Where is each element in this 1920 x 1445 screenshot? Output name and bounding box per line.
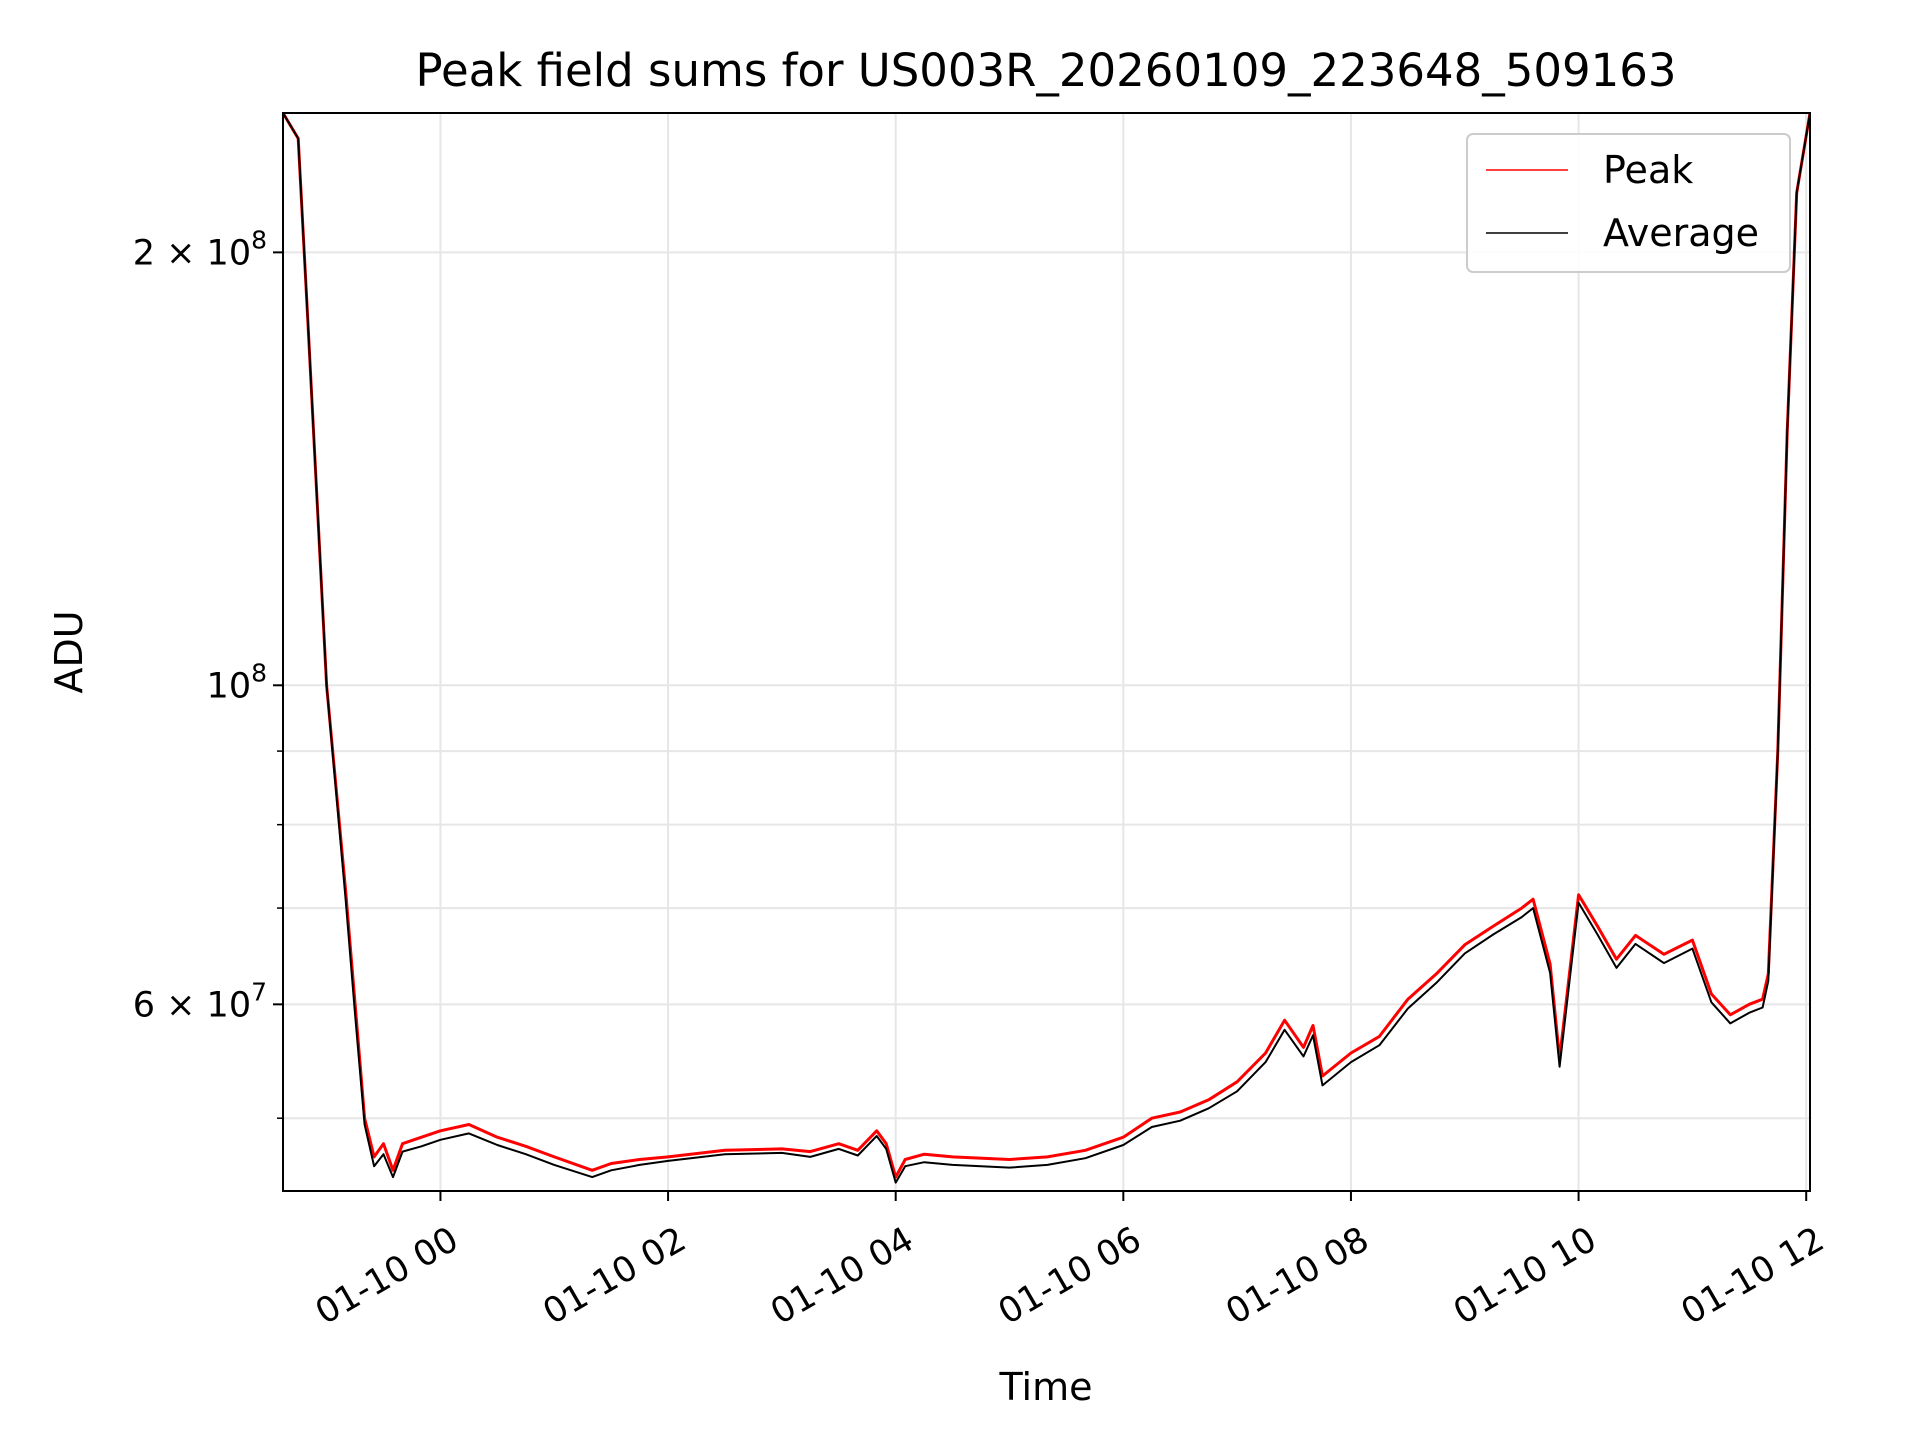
legend-label-peak: Peak (1603, 148, 1693, 192)
y-axis-label: ADU (47, 610, 91, 693)
legend-label-average: Average (1603, 211, 1759, 255)
y-axis-ticks: 2 × 108 108 6 × 107 (133, 225, 283, 1119)
series-lines (283, 113, 1810, 1184)
y-tick-label: 6 × 107 (133, 977, 267, 1025)
legend: Peak Average (1466, 133, 1791, 273)
x-axis-label: Time (999, 1365, 1093, 1409)
plot-frame (282, 112, 1811, 1192)
series-line-average (283, 113, 1810, 1184)
y-tick-label: 2 × 108 (133, 225, 267, 273)
chart-title: Peak field sums for US003R_20260109_2236… (415, 44, 1676, 97)
legend-box (1466, 133, 1791, 273)
grid-lines (283, 113, 1810, 1191)
series-line-peak (283, 113, 1810, 1179)
y-tick-label: 108 (207, 658, 267, 706)
